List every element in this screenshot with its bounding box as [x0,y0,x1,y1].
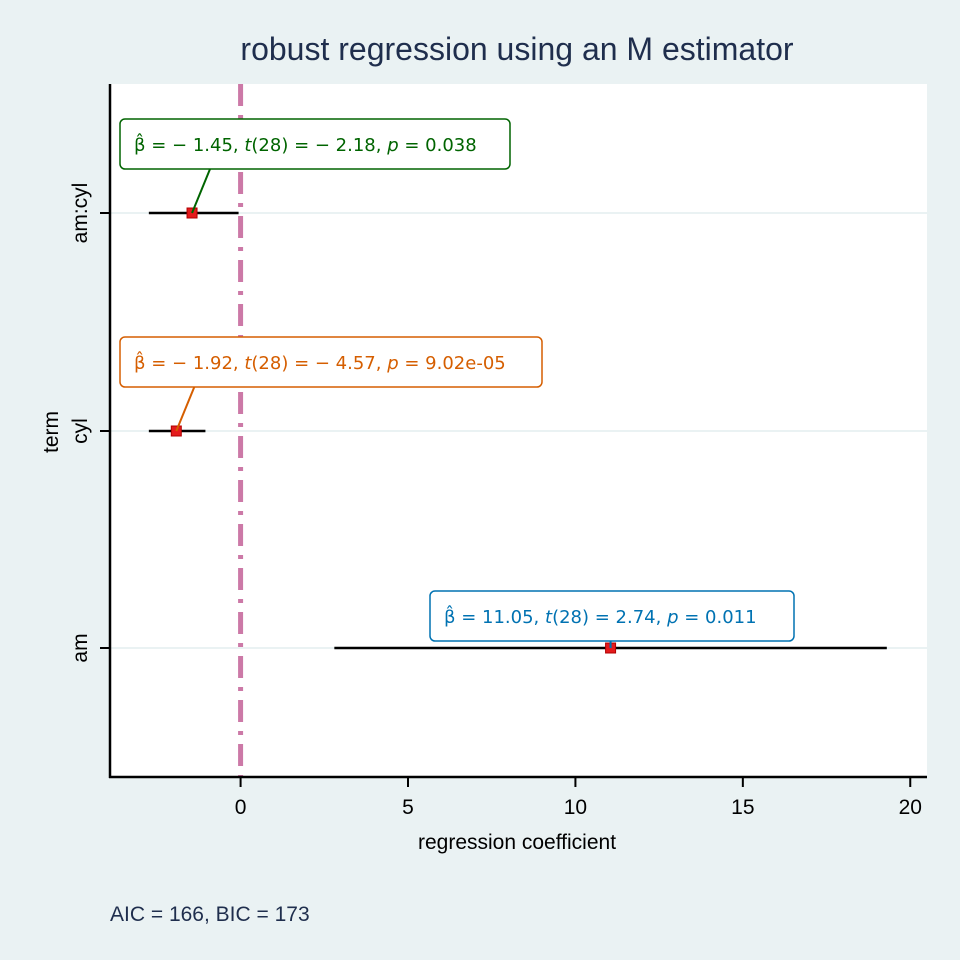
label-connector [175,386,196,432]
estimate-labels: β̂ = 11.05, t(28) = 2.74, p = 0.011 β̂ = … [119,118,795,648]
chart-title: robust regression using an M estimator [240,31,793,67]
estimate-label: β̂ = 11.05, t(28) = 2.74, p = 0.011 [444,605,757,628]
y-tick-label: am [69,633,92,662]
label-box [119,118,511,170]
y-axis-label: term [40,411,63,453]
estimate-label: β̂ = − 1.92, t(28) = − 4.57, p = 9.02e-0… [134,351,506,374]
y-tick-label: am:cyl [69,183,92,244]
label-box [429,590,795,642]
label-box [119,336,543,388]
x-tick-label: 15 [731,796,754,819]
x-tick-label: 0 [235,796,247,819]
caption: AIC = 166, BIC = 173 [110,903,310,926]
x-tick-label: 20 [899,796,922,819]
x-axis-label: regression coefficient [418,831,616,854]
x-tick-label: 5 [402,796,414,819]
estimate-label: β̂ = − 1.45, t(28) = − 2.18, p = 0.038 [134,133,477,156]
y-tick-label: cyl [69,418,92,444]
x-tick-label: 10 [564,796,587,819]
axes: 0 5 10 15 20 am cyl am:cyl [69,84,927,819]
label-connector [191,168,211,214]
